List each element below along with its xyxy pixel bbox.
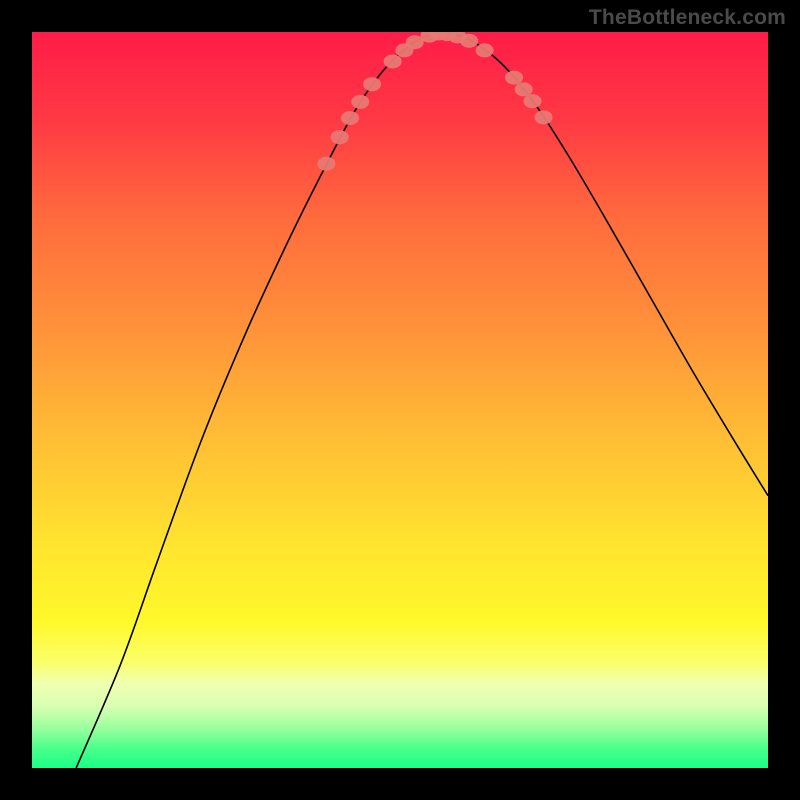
plot-svg (32, 32, 768, 768)
data-marker (535, 110, 553, 124)
data-marker (523, 94, 541, 108)
data-marker (341, 111, 359, 125)
data-marker (460, 34, 478, 48)
data-marker (505, 71, 523, 85)
data-marker (363, 77, 381, 91)
data-marker (317, 157, 335, 171)
chart-container: TheBottleneck.com (0, 0, 800, 800)
gradient-background (32, 32, 768, 768)
data-marker (384, 54, 402, 68)
data-marker (515, 82, 533, 96)
data-marker (351, 95, 369, 109)
branding-text: TheBottleneck.com (589, 6, 786, 30)
data-marker (476, 43, 494, 57)
data-marker (331, 130, 349, 144)
plot-area (32, 32, 768, 768)
